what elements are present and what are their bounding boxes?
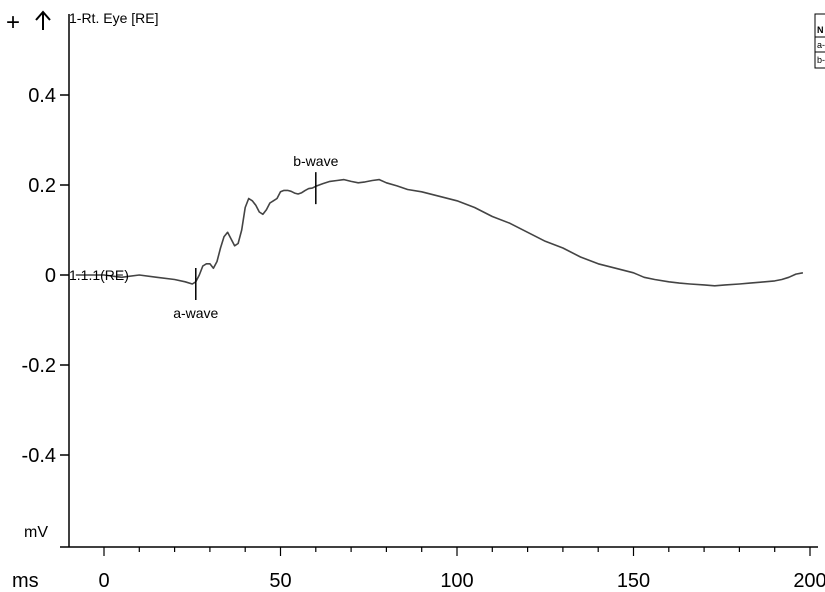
y-tick-label: 0	[45, 265, 56, 287]
wave-marker-label: a-wave	[173, 305, 218, 321]
y-axis-ticks: 0.4 0.2 0 -0.2 -0.4	[22, 85, 69, 548]
add-icon[interactable]: +	[6, 9, 20, 36]
chart-title: 1-Rt. Eye [RE]	[69, 10, 158, 26]
legend: N a- b-	[814, 13, 825, 69]
x-tick-label: 200	[793, 570, 825, 592]
up-arrow-icon[interactable]	[35, 10, 51, 30]
y-axis-label: mV	[24, 524, 48, 541]
x-tick-label: 50	[269, 570, 291, 592]
x-tick-label: 0	[98, 570, 109, 592]
y-tick-label: -0.4	[22, 445, 56, 467]
legend-row-b: b-	[817, 55, 825, 65]
legend-header: N	[817, 25, 824, 35]
wave-marker-label: b-wave	[293, 153, 338, 169]
y-tick-label: 0.4	[28, 85, 56, 107]
x-axis-label: ms	[12, 570, 39, 592]
y-tick-label: 0.2	[28, 175, 56, 197]
y-tick-label: -0.2	[22, 355, 56, 377]
x-tick-label: 100	[440, 570, 473, 592]
x-tick-label: 150	[617, 570, 650, 592]
legend-row-a: a-	[817, 40, 825, 50]
erg-trace-line	[75, 178, 804, 287]
wave-markers: a-wave b-wave	[173, 153, 338, 321]
x-axis-ticks: 0 50 100 150 200	[98, 547, 825, 592]
legend-frame	[814, 13, 825, 69]
trace-label: 1.1.1(RE)	[69, 267, 129, 283]
